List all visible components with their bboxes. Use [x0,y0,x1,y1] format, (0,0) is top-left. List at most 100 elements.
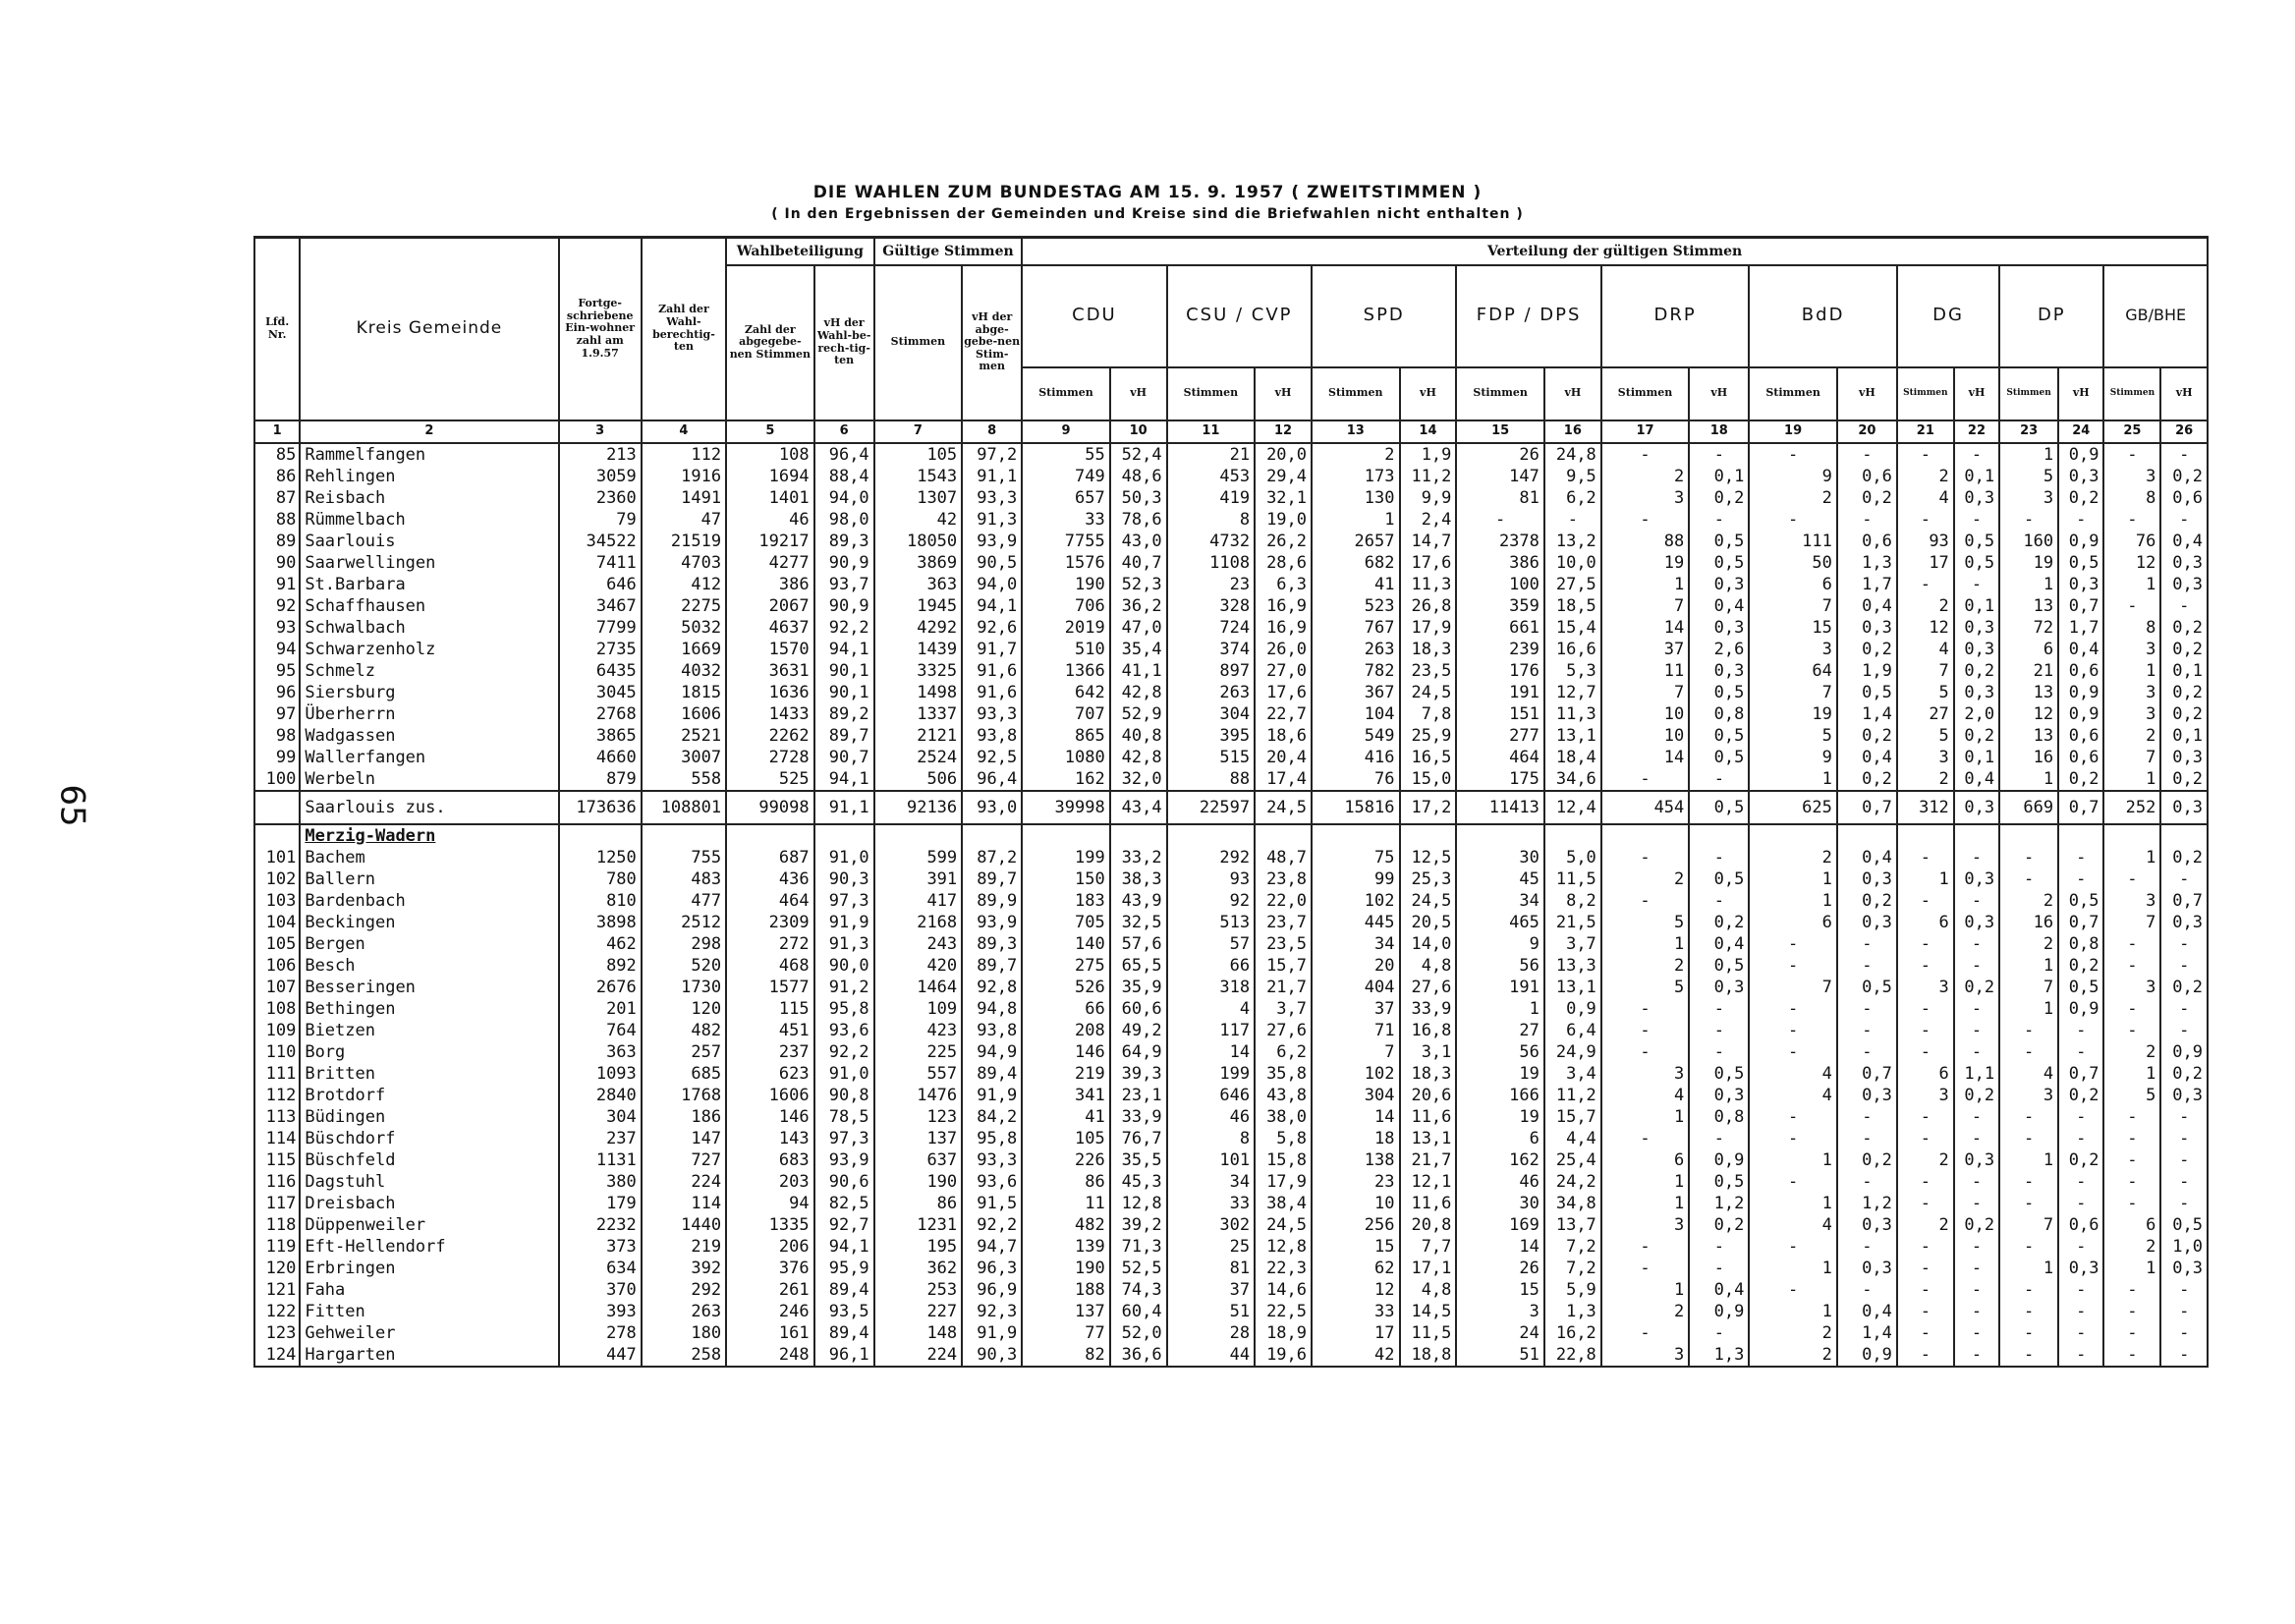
value-cell: 10 [1599,702,1691,725]
value-cell: 1 [1748,1257,1838,1279]
lfd-nr-cell: 89 [252,530,302,552]
value-cell: 764 [557,1019,643,1041]
value-cell: 29,4 [1254,465,1314,487]
value-cell: 175 [1455,767,1545,791]
value-cell: 21519 [640,530,728,552]
value-cell: 1 [1599,573,1691,595]
value-cell: 4 [1748,1084,1838,1106]
value-cell: 15816 [1311,789,1401,825]
value-cell: 393 [557,1300,643,1322]
value-cell: 363 [557,1040,643,1063]
value-cell: 34,8 [1542,1192,1602,1214]
value-cell: 13 [1998,594,2060,617]
table-row: 87 Reisbach 2360 1491 1401 94,0 1307 93,3 657 50,… [252,486,2209,509]
value-cell: 19 [1998,551,2060,574]
value-cell: 1,3 [1835,551,1898,574]
value-cell: 9 [1455,932,1545,955]
value-cell: 97,3 [812,1127,875,1149]
column-number: 19 [1748,420,1838,444]
table-row: 92 Schaffhausen 3467 2275 2067 90,9 1945 94,1 70… [252,594,2209,617]
table-row: 114 Büschdorf 237 147 143 97,3 137 95,8 105 76,7 8… [252,1127,2209,1149]
value-cell: 1 [2102,767,2162,791]
value-cell: - [2102,442,2162,466]
value-cell: 91,6 [961,681,1024,703]
value-cell: 76 [1311,767,1401,791]
value-cell: 195 [872,1235,964,1258]
value-cell: 2 [1311,442,1401,466]
value-cell: - [1952,1105,2001,1128]
value-cell: 12 [1895,616,1955,639]
value-cell: 646 [557,573,643,595]
value-cell: 206 [725,1235,815,1258]
value-cell: 50,3 [1108,486,1168,509]
value-cell [1542,823,1602,847]
lfd-nr-cell: 90 [252,551,302,574]
value-cell: 30 [1455,1192,1545,1214]
value-cell: 92,2 [812,616,875,639]
value-cell: 18,9 [1254,1321,1314,1344]
value-cell: - [1895,1105,1955,1128]
value-cell: 3 [1599,486,1691,509]
value-cell: 5 [1748,724,1838,747]
value-cell: - [2159,1192,2209,1214]
value-cell: 88 [1599,530,1691,552]
value-cell: 81 [1165,1257,1257,1279]
table-row: 116 Dagstuhl 380 224 203 90,6 190 93,6 86 45,3 34 1… [252,1170,2209,1193]
value-cell: 97,3 [812,889,875,912]
value-cell: - [1998,1040,2060,1063]
value-cell [2102,823,2162,847]
value-cell: 21,7 [1398,1148,1458,1171]
lfd-nr-cell: 107 [252,976,302,998]
column-number: 8 [961,420,1024,444]
column-number: 18 [1688,420,1751,444]
value-cell: 15,8 [1254,1148,1314,1171]
value-cell: 93,3 [961,1148,1024,1171]
value-cell: - [1599,1257,1691,1279]
value-cell: - [2057,1105,2105,1128]
value-cell: 0,2 [1688,911,1751,933]
value-cell: - [1835,1019,1898,1041]
lfd-nr-cell [252,789,302,825]
value-cell: 482 [640,1019,728,1041]
total-row: Saarlouis zus. 173636 108801 99098 91,1 92136… [252,789,2209,825]
value-cell: 47 [640,508,728,531]
value-cell: 3,7 [1542,932,1602,955]
value-cell: 74,3 [1108,1278,1168,1301]
value-cell: 11,5 [1542,868,1602,890]
column-number: 25 [2102,420,2162,444]
value-cell: 2 [1895,1148,1955,1171]
value-cell: 0,1 [1952,746,2001,768]
value-cell: 0,3 [2159,911,2209,933]
value-cell: 28 [1165,1321,1257,1344]
lfd-nr-cell: 103 [252,889,302,912]
value-cell: 0,4 [1688,932,1751,955]
value-cell: 71 [1311,1019,1401,1041]
value-cell: 13,2 [1542,530,1602,552]
value-cell: 897 [1165,659,1257,682]
value-cell: 12,4 [1542,789,1602,825]
value-cell: 0,4 [1835,746,1898,768]
value-cell: 15 [1748,616,1838,639]
gemeinde-name-cell: Borg [299,1040,560,1063]
value-cell: 520 [640,954,728,977]
value-cell: 6435 [557,659,643,682]
value-cell: 89,2 [812,702,875,725]
value-cell: 34 [1311,932,1401,955]
value-cell: 14,5 [1398,1300,1458,1322]
value-cell: 1 [2102,1257,2162,1279]
lfd-nr-cell: 102 [252,868,302,890]
value-cell: 22,7 [1254,702,1314,725]
column-number: 22 [1952,420,2001,444]
value-cell: 0,8 [1688,1105,1751,1128]
value-cell: 0,2 [2159,465,2209,487]
table-row: 95 Schmelz 6435 4032 3631 90,1 3325 91,6 1366 41,… [252,659,2209,682]
value-cell: 92,3 [961,1300,1024,1322]
lfd-nr-cell: 100 [252,767,302,791]
value-cell: 27,5 [1542,573,1602,595]
gemeinde-name-cell: Werbeln [299,767,560,791]
value-cell: 43,0 [1108,530,1168,552]
lfd-nr-cell: 91 [252,573,302,595]
value-cell: 482 [1021,1213,1111,1236]
value-cell: - [2159,1278,2209,1301]
value-cell: - [1952,1257,2001,1279]
